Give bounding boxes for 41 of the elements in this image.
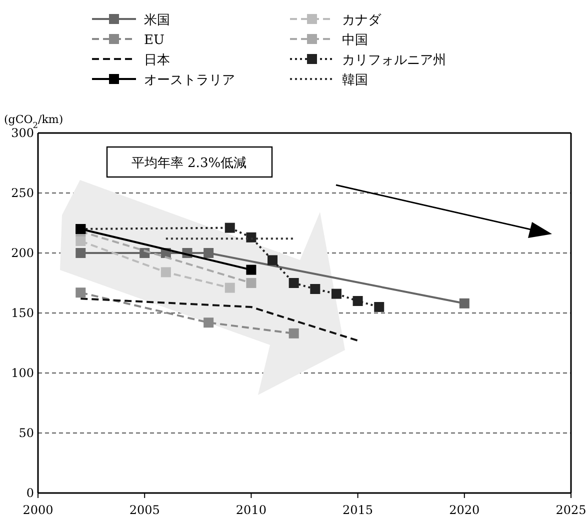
point [160, 267, 171, 278]
point [246, 232, 256, 242]
x-tick-label: 2010 [236, 503, 266, 517]
legend-label: オーストラリア [144, 73, 235, 88]
point [204, 318, 214, 328]
legend-label: カナダ [342, 13, 382, 28]
x-tick-label: 2000 [22, 503, 54, 517]
x-tick-label: 2025 [556, 503, 586, 517]
point [374, 302, 384, 312]
y-tick-label: 200 [11, 246, 34, 260]
point [76, 236, 86, 246]
y-tick-label: 50 [18, 426, 34, 440]
point [310, 284, 320, 294]
point [331, 288, 342, 299]
y-tick-label: 150 [11, 306, 34, 320]
legend-label: 中国 [342, 33, 368, 48]
point [76, 248, 86, 258]
y-tick-label: 100 [11, 366, 34, 380]
point [224, 222, 235, 233]
annotation: 平均年率 2.3%低減 [131, 155, 247, 171]
legend-label: 米国 [144, 13, 170, 28]
point [246, 278, 256, 288]
point [246, 264, 256, 275]
point [352, 296, 363, 306]
point [204, 248, 214, 258]
y-tick-label: 250 [11, 186, 34, 200]
x-tick-label: 2015 [342, 503, 374, 517]
y-tick-label: 0 [26, 486, 34, 500]
point [459, 298, 470, 308]
legend-label: カリフォルニア州 [342, 53, 446, 68]
point [288, 328, 299, 338]
legend-label: EU [144, 33, 164, 48]
point [288, 278, 299, 288]
legend-label: 日本 [144, 53, 170, 68]
point [224, 282, 235, 293]
x-tick-label: 2005 [129, 503, 160, 517]
point [268, 255, 278, 266]
point [76, 288, 86, 298]
legend-label: 韓国 [342, 73, 368, 88]
x-tick-label: 2020 [449, 503, 480, 517]
y-tick-label: 300 [11, 126, 34, 140]
